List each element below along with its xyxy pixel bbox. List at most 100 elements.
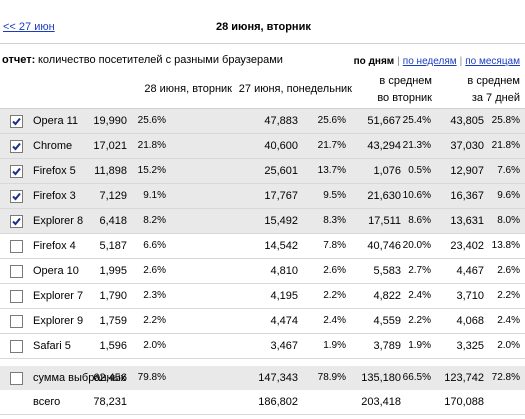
- checkbox[interactable]: [10, 115, 23, 128]
- row-background: [0, 134, 525, 159]
- percent-cell: 2.2%: [408, 315, 431, 326]
- number-cell: 4,467: [456, 265, 484, 277]
- checkbox[interactable]: [10, 215, 23, 228]
- percent-cell: 2.6%: [143, 265, 166, 276]
- number-cell: 1,759: [99, 315, 127, 327]
- number-cell: 203,418: [361, 396, 401, 408]
- column-header: 27 июня, понедельник: [238, 83, 352, 95]
- row-label: Firefox 5: [33, 165, 76, 177]
- number-cell: 37,030: [450, 140, 484, 152]
- checkbox[interactable]: [10, 140, 23, 153]
- percent-cell: 2.2%: [143, 315, 166, 326]
- row-label: всего: [33, 396, 61, 408]
- percent-cell: 8.2%: [143, 215, 166, 226]
- number-cell: 4,810: [270, 265, 298, 277]
- period-link[interactable]: по неделям: [402, 56, 457, 67]
- percent-cell: 25.6%: [137, 115, 166, 126]
- number-cell: 170,088: [444, 396, 484, 408]
- percent-cell: 2.2%: [497, 290, 520, 301]
- number-cell: 47,883: [264, 115, 298, 127]
- percent-cell: 72.8%: [491, 372, 520, 383]
- number-cell: 12,907: [450, 165, 484, 177]
- checkbox[interactable]: [10, 372, 23, 385]
- row-label: сумма выбранных: [33, 372, 127, 384]
- row-label: Opera 10: [33, 265, 79, 277]
- row-background: [0, 109, 525, 134]
- number-cell: 4,195: [270, 290, 298, 302]
- number-cell: 14,542: [264, 240, 298, 252]
- check-mark: [12, 117, 21, 126]
- percent-cell: 79.8%: [137, 372, 166, 383]
- number-cell: 11,898: [94, 165, 127, 177]
- number-cell: 21,630: [367, 190, 401, 202]
- row-label: Firefox 3: [33, 190, 76, 202]
- number-cell: 51,667: [367, 115, 401, 127]
- percent-cell: 20.0%: [402, 240, 431, 251]
- period-switch: по дням | по неделям | по месяцам: [354, 55, 520, 69]
- percent-cell: 2.4%: [497, 315, 520, 326]
- row-background: [0, 159, 525, 184]
- number-cell: 40,746: [367, 240, 401, 252]
- percent-cell: 9.1%: [143, 190, 166, 201]
- percent-cell: 8.3%: [323, 215, 346, 226]
- checkbox[interactable]: [10, 190, 23, 203]
- number-cell: 16,367: [450, 190, 484, 202]
- number-cell: 1,076: [373, 165, 401, 177]
- percent-cell: 0.5%: [408, 165, 431, 176]
- row-label: Explorer 9: [33, 315, 84, 327]
- percent-cell: 9.6%: [497, 190, 520, 201]
- percent-cell: 2.4%: [323, 315, 346, 326]
- percent-cell: 25.8%: [491, 115, 520, 126]
- percent-cell: 25.6%: [317, 115, 346, 126]
- percent-cell: 2.6%: [323, 265, 346, 276]
- number-cell: 13,631: [450, 215, 484, 227]
- number-cell: 43,805: [450, 115, 484, 127]
- percent-cell: 2.4%: [408, 290, 431, 301]
- period-link[interactable]: по месяцам: [465, 56, 520, 67]
- number-cell: 7,129: [99, 190, 127, 202]
- row-background: [0, 259, 525, 284]
- column-header: во вторник: [377, 92, 432, 104]
- row-label: Chrome: [33, 140, 73, 152]
- number-cell: 78,231: [93, 396, 127, 408]
- percent-cell: 7.6%: [497, 165, 520, 176]
- prev-day-link[interactable]: << 27 июн: [3, 21, 55, 33]
- number-cell: 123,742: [444, 372, 484, 384]
- percent-cell: 2.7%: [408, 265, 431, 276]
- percent-cell: 25.4%: [402, 115, 431, 126]
- check-mark: [12, 167, 21, 176]
- number-cell: 17,021: [93, 140, 127, 152]
- number-cell: 4,068: [456, 315, 484, 327]
- percent-cell: 21.8%: [137, 140, 166, 151]
- row-background: [0, 390, 525, 415]
- number-cell: 17,511: [368, 215, 401, 227]
- number-cell: 1,995: [99, 265, 127, 277]
- number-cell: 147,343: [258, 372, 298, 384]
- percent-cell: 2.0%: [497, 340, 520, 351]
- number-cell: 5,187: [99, 240, 127, 252]
- number-cell: 186,802: [258, 396, 298, 408]
- row-background: [0, 209, 525, 234]
- column-header: 28 июня, вторник: [144, 83, 232, 95]
- checkbox[interactable]: [10, 315, 23, 328]
- row-background: [0, 334, 525, 359]
- percent-cell: 2.0%: [143, 340, 166, 351]
- header-divider: [0, 108, 525, 109]
- number-cell: 3,325: [456, 340, 484, 352]
- checkbox[interactable]: [10, 165, 23, 178]
- number-cell: 3,710: [456, 290, 484, 302]
- percent-cell: 8.0%: [497, 215, 520, 226]
- number-cell: 43,294: [367, 140, 401, 152]
- percent-cell: 9.5%: [323, 190, 346, 201]
- row-background: [0, 234, 525, 259]
- check-mark: [12, 192, 21, 201]
- checkbox[interactable]: [10, 265, 23, 278]
- checkbox[interactable]: [10, 340, 23, 353]
- percent-cell: 21.8%: [491, 140, 520, 151]
- number-cell: 40,600: [264, 140, 298, 152]
- row-label: Firefox 4: [33, 240, 76, 252]
- checkbox[interactable]: [10, 290, 23, 303]
- checkbox[interactable]: [10, 240, 23, 253]
- percent-cell: 21.3%: [402, 140, 431, 151]
